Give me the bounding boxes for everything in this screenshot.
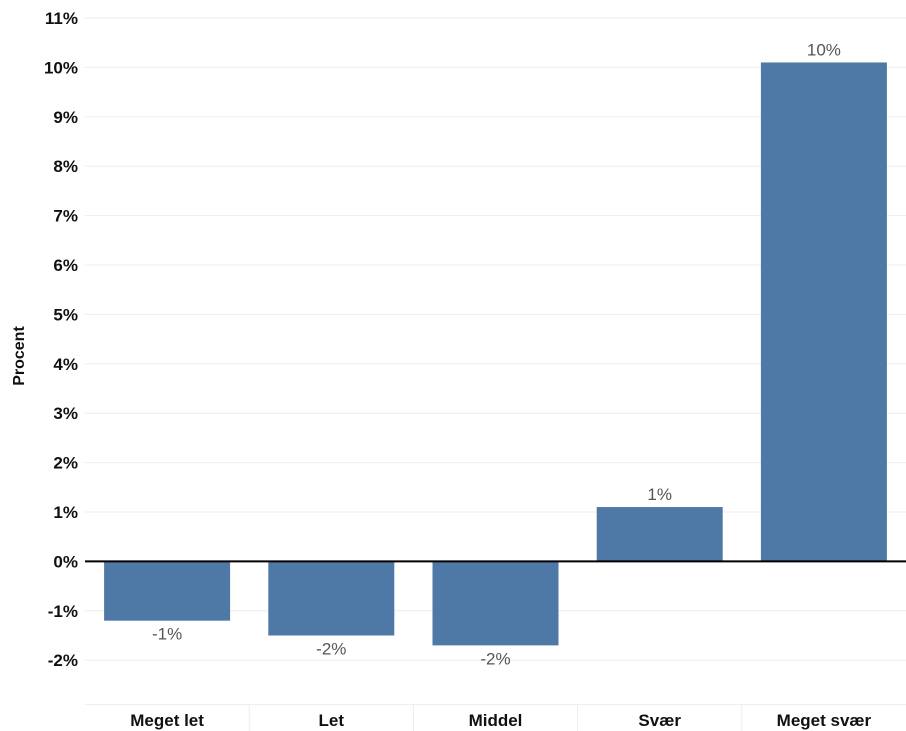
y-axis-title: Procent	[11, 326, 28, 386]
y-tick-label: 5%	[53, 305, 78, 324]
bar	[432, 561, 559, 646]
y-tick-label: 8%	[53, 157, 78, 176]
x-category-label: Meget svær	[777, 711, 872, 730]
labels-layer: 11% 10% 9% 8% 7% 6% 5% 4% 3% 2% 1% 0% -1% -2% -1% Meget…	[44, 9, 872, 730]
bar-data-label: -1%	[152, 625, 182, 644]
bar-data-label: 1%	[647, 485, 672, 504]
y-tick-label: 0%	[53, 552, 78, 571]
y-tick-label: 11%	[45, 9, 78, 28]
bar	[760, 62, 887, 562]
y-tick-label: 2%	[53, 454, 78, 473]
y-tick-label: 4%	[53, 355, 78, 374]
y-tick-label: -2%	[48, 651, 78, 670]
bar-data-label: -2%	[316, 640, 346, 659]
y-tick-label: -1%	[48, 602, 78, 621]
y-tick-label: 9%	[53, 108, 78, 127]
x-category-label: Let	[319, 711, 345, 730]
bar	[268, 561, 395, 636]
x-category-label: Meget let	[130, 711, 204, 730]
bar	[104, 561, 231, 621]
y-tick-label: 10%	[44, 58, 78, 77]
bar-data-label: -2%	[480, 649, 510, 668]
y-tick-label: 7%	[53, 207, 78, 226]
bar-data-label: 10%	[807, 40, 841, 59]
x-category-label: Svær	[638, 711, 681, 730]
y-tick-label: 6%	[53, 256, 78, 275]
bars-layer	[104, 62, 887, 646]
x-category-label: Middel	[469, 711, 523, 730]
y-tick-label: 3%	[53, 404, 78, 423]
y-tick-label: 1%	[53, 503, 78, 522]
bar	[596, 507, 723, 562]
